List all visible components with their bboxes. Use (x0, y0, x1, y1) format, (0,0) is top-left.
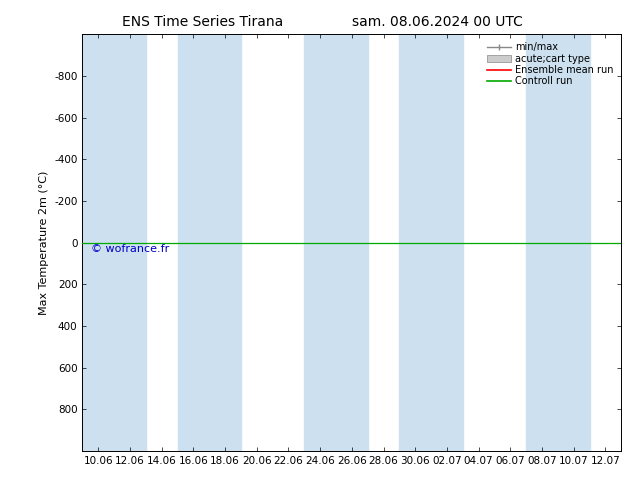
Bar (82, 34, 146, 451)
Bar (526, 34, 590, 451)
Y-axis label: Max Temperature 2m (°C): Max Temperature 2m (°C) (39, 171, 49, 315)
Legend: min/max, acute;cart type, Ensemble mean run, Controll run: min/max, acute;cart type, Ensemble mean … (484, 39, 616, 89)
Bar (399, 34, 463, 451)
Text: ENS Time Series Tirana: ENS Time Series Tirana (122, 15, 283, 29)
Text: © wofrance.fr: © wofrance.fr (91, 244, 169, 254)
Bar (304, 34, 368, 451)
Bar (178, 34, 241, 451)
Text: sam. 08.06.2024 00 UTC: sam. 08.06.2024 00 UTC (352, 15, 523, 29)
